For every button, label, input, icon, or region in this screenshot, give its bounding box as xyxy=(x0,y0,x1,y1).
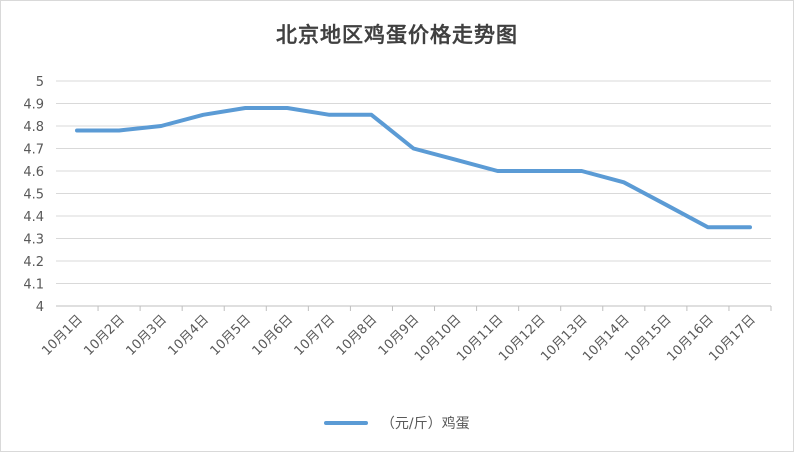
legend: （元/斤）鸡蛋 xyxy=(1,413,793,433)
y-tick-label: 4.6 xyxy=(23,165,44,180)
chart-title: 北京地区鸡蛋价格走势图 xyxy=(276,23,518,47)
y-tick-label: 4.7 xyxy=(23,143,44,158)
y-tick-label: 4.2 xyxy=(23,255,44,270)
y-tick-label: 4.9 xyxy=(23,98,44,113)
x-tick-label: 10月4日 xyxy=(165,312,212,359)
series-line xyxy=(75,106,752,230)
x-axis-ticks: 10月1日10月2日10月3日10月4日10月5日10月6日10月7日10月8日… xyxy=(39,306,772,365)
y-tick-label: 4 xyxy=(36,300,44,315)
y-tick-label: 4.3 xyxy=(23,233,44,248)
y-tick-label: 4.5 xyxy=(23,188,44,203)
data-point xyxy=(117,129,121,133)
x-tick-label: 10月8日 xyxy=(334,312,381,359)
data-point xyxy=(496,169,500,173)
data-point xyxy=(75,129,79,133)
data-point xyxy=(369,113,373,117)
data-point xyxy=(454,158,458,162)
legend-label: （元/斤）鸡蛋 xyxy=(380,416,470,432)
x-tick-label: 10月1日 xyxy=(39,312,86,359)
x-tick-label: 10月17日 xyxy=(706,312,758,364)
y-tick-label: 4.1 xyxy=(23,278,44,293)
data-point xyxy=(243,106,247,110)
data-point xyxy=(580,169,584,173)
gridlines xyxy=(56,80,771,307)
x-tick-label: 10月6日 xyxy=(250,312,297,359)
data-point xyxy=(159,124,163,128)
y-tick-label: 4.4 xyxy=(23,210,44,225)
data-point xyxy=(748,225,752,229)
data-point xyxy=(327,113,331,117)
series-group xyxy=(75,106,752,230)
data-point xyxy=(285,106,289,110)
x-tick-label: 10月2日 xyxy=(81,312,128,359)
data-point xyxy=(664,203,668,207)
data-point xyxy=(538,169,542,173)
data-point xyxy=(706,225,710,229)
x-tick-label: 10月5日 xyxy=(208,312,255,359)
y-tick-label: 5 xyxy=(36,75,44,90)
x-tick-label: 10月3日 xyxy=(123,312,170,359)
legend-swatch xyxy=(324,421,369,425)
y-tick-label: 4.8 xyxy=(23,120,44,135)
y-axis-ticks: 4 4.1 4.2 4.3 4.4 4.5 4.6 4.7 4.8 4.9 5 xyxy=(23,75,44,315)
data-point xyxy=(622,180,626,184)
data-point xyxy=(412,147,416,151)
x-tick-label: 10月7日 xyxy=(292,312,339,359)
data-point xyxy=(201,113,205,117)
